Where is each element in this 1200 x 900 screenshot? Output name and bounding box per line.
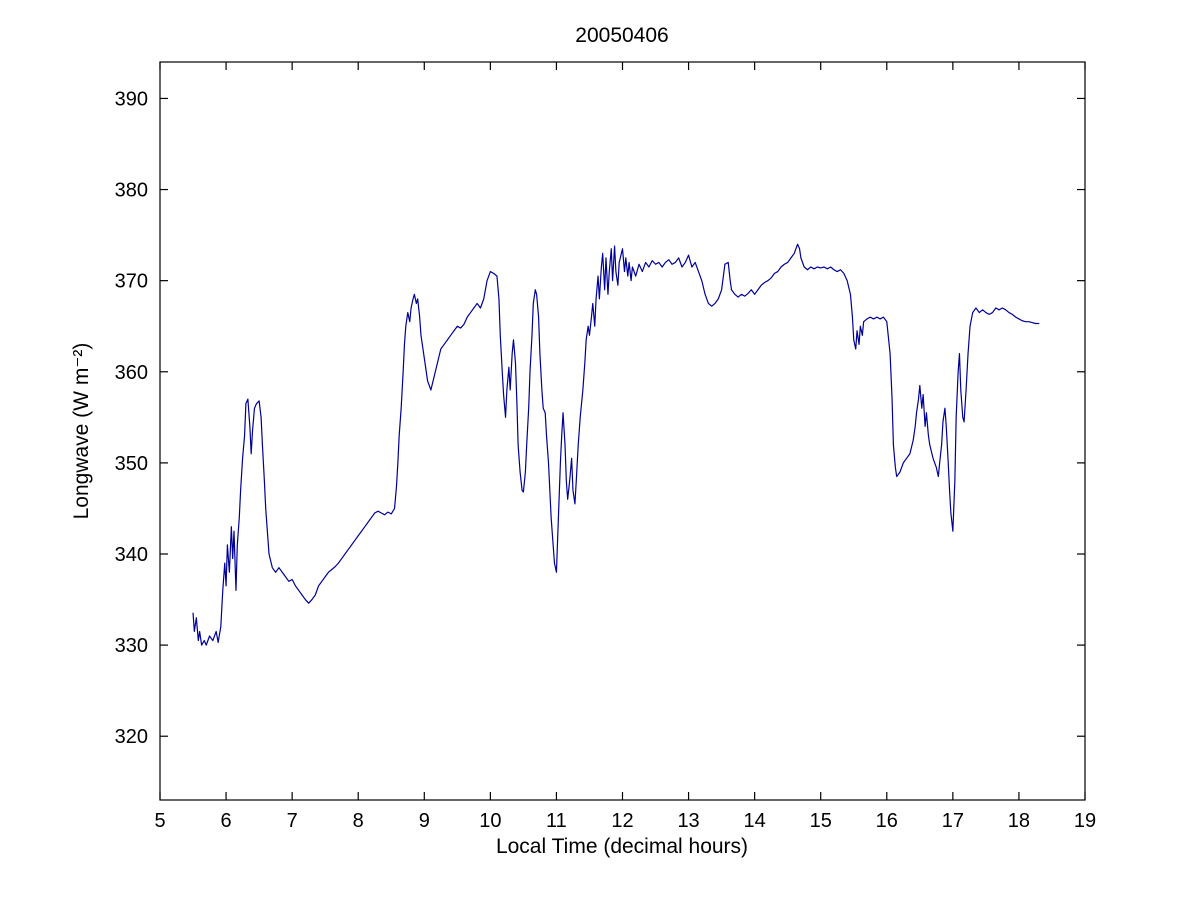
x-tick-label: 9: [419, 810, 430, 832]
x-tick-label: 13: [677, 810, 699, 832]
y-tick-label: 360: [115, 362, 148, 384]
y-tick-label: 330: [115, 635, 148, 657]
plot-line-group: [192, 243, 1040, 646]
x-tick-label: 11: [546, 810, 567, 832]
y-tick-label: 370: [115, 271, 148, 293]
x-tick-label: 15: [810, 810, 832, 832]
y-tick-label: 390: [115, 88, 148, 110]
x-tick-label: 18: [1008, 810, 1030, 832]
x-tick-label: 7: [287, 810, 298, 832]
y-tick-label: 350: [115, 453, 148, 475]
x-tick-label: 12: [611, 810, 633, 832]
y-axis-label: Longwave (W m⁻²): [70, 343, 93, 520]
x-tick-label: 8: [353, 810, 364, 832]
x-tick-label: 17: [942, 810, 964, 832]
y-tick-label: 320: [115, 726, 148, 748]
axes-group: [159, 61, 1086, 801]
y-tick-label: 380: [115, 180, 148, 202]
x-tick-label: 5: [154, 810, 165, 832]
x-tick-label: 16: [876, 810, 898, 832]
data-line: [192, 243, 1040, 646]
y-tick-label: 340: [115, 544, 148, 566]
chart-title: 20050406: [575, 24, 668, 47]
x-axis-label: Local Time (decimal hours): [496, 835, 748, 858]
x-tick-label: 19: [1074, 810, 1096, 832]
tick-labels-group: 5 6 7 8 9 10 11 12 13 14 15 16 17 18 19 320 330 340 350 360…: [115, 88, 1097, 832]
x-tick-label: 6: [221, 810, 232, 832]
x-tick-label: 14: [744, 810, 766, 832]
x-tick-label: 10: [479, 810, 501, 832]
